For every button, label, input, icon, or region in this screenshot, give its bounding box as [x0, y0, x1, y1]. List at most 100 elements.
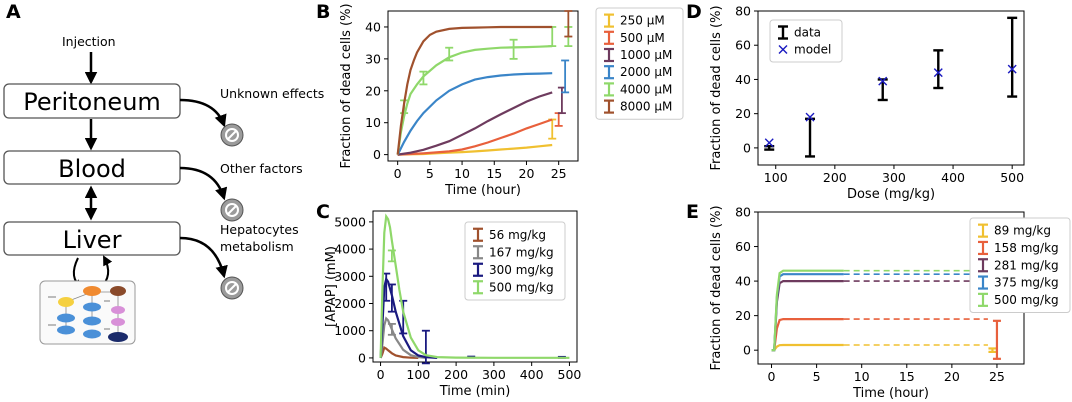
- legend-label: 56 mg/kg: [489, 228, 546, 242]
- series-line: [771, 269, 844, 352]
- series-line: [397, 118, 553, 156]
- error-bar: [978, 240, 988, 256]
- x-tick-label: 400: [941, 170, 965, 185]
- y-tick-label: 80: [735, 4, 751, 19]
- y-tick-label: 40: [735, 72, 751, 87]
- x-tick-label: 15: [486, 166, 502, 181]
- x-axis-label: Time (min): [439, 384, 511, 399]
- sink-icon: [220, 198, 244, 222]
- x-tick-label: 0: [768, 369, 776, 384]
- y-tick-label: 60: [735, 38, 751, 53]
- panel-label-b: B: [316, 1, 330, 23]
- diagram-a: Injection Peritoneum Blood Liver Unknown…: [3, 34, 324, 345]
- series-line: [396, 72, 553, 156]
- y-axis-label: Fraction of dead cells (%): [709, 5, 724, 170]
- error-bar: [604, 82, 614, 97]
- error-bar: [473, 245, 483, 260]
- error-bar: [473, 227, 483, 242]
- y-tick-label: 0: [373, 147, 381, 162]
- legend-label: 8000 µM: [620, 100, 672, 114]
- model-marker-stroke: [1007, 64, 1017, 74]
- panel-label-e: E: [686, 201, 699, 223]
- error-bar: [978, 292, 988, 307]
- error-bar: [387, 249, 396, 263]
- y-tick-label: 80: [735, 205, 751, 220]
- series-line: [379, 345, 419, 359]
- x-tick-label: 100: [764, 170, 788, 185]
- error-bar: [473, 262, 483, 277]
- legend-label: 4000 µM: [620, 82, 672, 96]
- error-bar: [421, 329, 430, 365]
- error-bar: [978, 275, 988, 290]
- legend-label: 250 µM: [620, 14, 665, 28]
- legend-label: 158 mg/kg: [994, 241, 1059, 255]
- error-bar: [604, 99, 614, 114]
- sink-icon: [220, 276, 244, 300]
- x-tick-label: 10: [454, 166, 470, 181]
- liver-elim-arrow: [179, 236, 228, 279]
- y-tick-label: 40: [365, 19, 381, 34]
- series-line: [397, 91, 553, 156]
- model-marker-stroke: [805, 112, 815, 122]
- x-tick-label: 15: [899, 369, 915, 384]
- y-tick-label: 0: [743, 343, 751, 358]
- error-bar: [988, 347, 997, 354]
- peritoneum-elim-arrow: [179, 98, 227, 128]
- y-tick-label: 60: [735, 239, 751, 254]
- y-tick-label: 20: [735, 106, 751, 121]
- legend-label: model: [794, 43, 831, 57]
- error-bar: [805, 117, 816, 158]
- legend-label: 89 mg/kg: [994, 224, 1051, 238]
- x-tick-label: 25: [989, 369, 1005, 384]
- error-bar: [933, 49, 944, 90]
- blood-elim-arrow: [179, 166, 228, 201]
- panel-label-c: C: [316, 201, 330, 223]
- legend-box: [769, 19, 843, 63]
- model-point: [878, 76, 888, 86]
- x-tick-label: 500: [558, 367, 582, 382]
- x-tick-label: 5: [813, 369, 821, 384]
- error-bar: [604, 13, 614, 28]
- peritoneum-label: Peritoneum: [23, 88, 161, 116]
- x-tick-label: 0: [394, 166, 402, 181]
- error-bar: [419, 70, 428, 86]
- legend-label: 300 mg/kg: [489, 263, 554, 277]
- legend-box: [464, 221, 566, 301]
- sink-icon: [220, 123, 244, 147]
- liver-label: Liver: [63, 226, 122, 254]
- x-tick-label: 200: [823, 170, 847, 185]
- legend-label: data: [794, 26, 821, 40]
- y-tick-label: 0: [358, 350, 366, 365]
- legend-label: 281 mg/kg: [994, 258, 1059, 272]
- x-axis-label: Dose (mg/kg): [847, 187, 935, 202]
- error-bar: [978, 258, 988, 273]
- y-tick-label: 20: [735, 308, 751, 323]
- error-bar: [992, 319, 1001, 360]
- y-tick-label: 20: [365, 83, 381, 98]
- panel-label-a: A: [6, 1, 21, 23]
- error-bar: [561, 59, 570, 94]
- blood-label: Blood: [58, 155, 126, 183]
- hepatocytes-label: Hepatocytes: [220, 222, 299, 237]
- legend-label: 375 mg/kg: [994, 276, 1059, 290]
- panel-label-d: D: [686, 1, 702, 23]
- error-bar: [604, 47, 614, 63]
- legend-marker: [778, 45, 788, 54]
- model-marker-stroke: [933, 68, 943, 78]
- unknown-effects-label: Unknown effects: [220, 86, 324, 101]
- model-point: [1007, 64, 1017, 74]
- error-bar: [387, 323, 396, 336]
- series-line: [379, 276, 438, 359]
- x-tick-label: 100: [406, 367, 430, 382]
- y-tick-label: 10: [365, 115, 381, 130]
- error-bar: [473, 280, 483, 295]
- y-axis-label: Fraction of dead cells (%): [339, 3, 354, 168]
- y-tick-label: 4000: [334, 242, 366, 257]
- model-marker-stroke: [878, 76, 888, 86]
- error-bar: [604, 65, 614, 80]
- error-bar: [387, 283, 396, 313]
- error-bar: [978, 223, 988, 238]
- chart-b: 0 5 10 15 20 25 0 10 20 30 40 Time (hour) Fraction o…: [339, 3, 684, 198]
- x-tick-label: 300: [882, 170, 906, 185]
